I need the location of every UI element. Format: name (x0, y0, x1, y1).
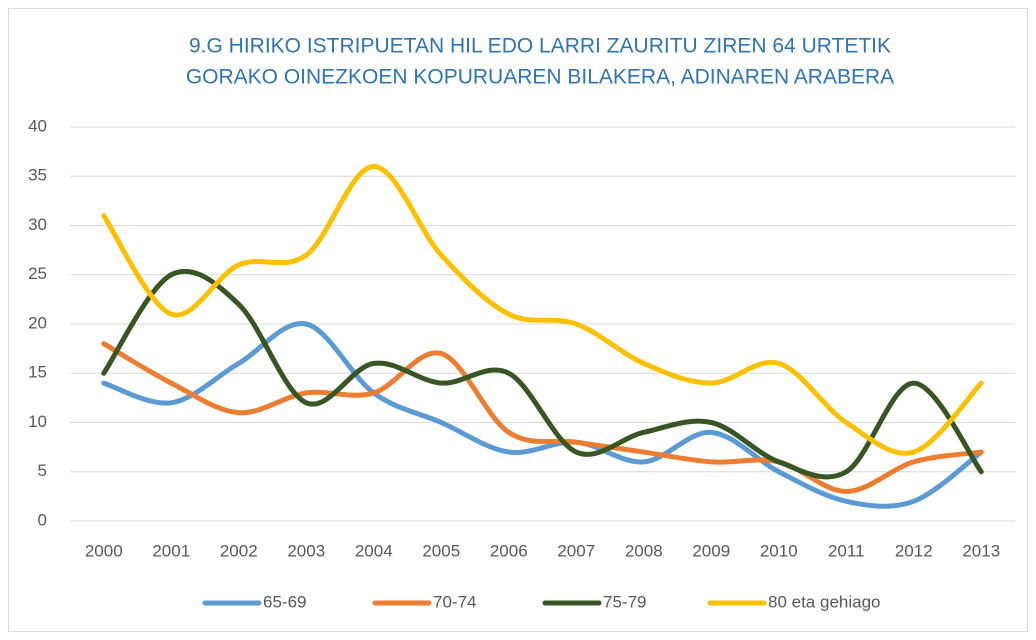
x-tick-label: 2002 (220, 541, 258, 560)
x-tick-label: 2008 (625, 541, 663, 560)
x-tick-label: 2004 (355, 541, 393, 560)
series-line (101, 321, 984, 509)
x-tick-label: 2003 (287, 541, 325, 560)
chart-title: 9.G HIRIKO ISTRIPUETAN HIL EDO LARRI ZAU… (189, 35, 891, 58)
y-tick-label: 20 (28, 313, 47, 332)
y-tick-label: 25 (28, 264, 47, 283)
x-tick-label: 2012 (895, 541, 933, 560)
x-tick-label: 2010 (760, 541, 798, 560)
series-line (101, 163, 984, 456)
x-tick-label: 2001 (152, 541, 190, 560)
y-tick-label: 5 (38, 461, 47, 480)
legend-label: 65-69 (263, 592, 306, 611)
x-tick-label: 2009 (692, 541, 730, 560)
x-tick-label: 2000 (85, 541, 123, 560)
series-line (101, 341, 984, 494)
legend-label: 70-74 (433, 592, 476, 611)
y-tick-label: 10 (28, 412, 47, 431)
y-tick-label: 0 (38, 510, 47, 529)
series-line (101, 268, 984, 480)
legend-label: 75-79 (603, 592, 646, 611)
y-tick-label: 15 (28, 363, 47, 382)
x-tick-label: 2006 (490, 541, 528, 560)
x-tick-label: 2011 (828, 541, 865, 560)
x-tick-label: 2007 (557, 541, 595, 560)
legend-label: 80 eta gehiago (768, 592, 881, 611)
y-tick-label: 30 (28, 215, 47, 234)
y-tick-label: 35 (28, 166, 47, 185)
chart-title: GORAKO OINEZKOEN KOPURUAREN BILAKERA, AD… (186, 66, 894, 89)
y-tick-label: 40 (28, 116, 47, 135)
x-tick-label: 2005 (422, 541, 460, 560)
x-tick-label: 2013 (962, 541, 1000, 560)
